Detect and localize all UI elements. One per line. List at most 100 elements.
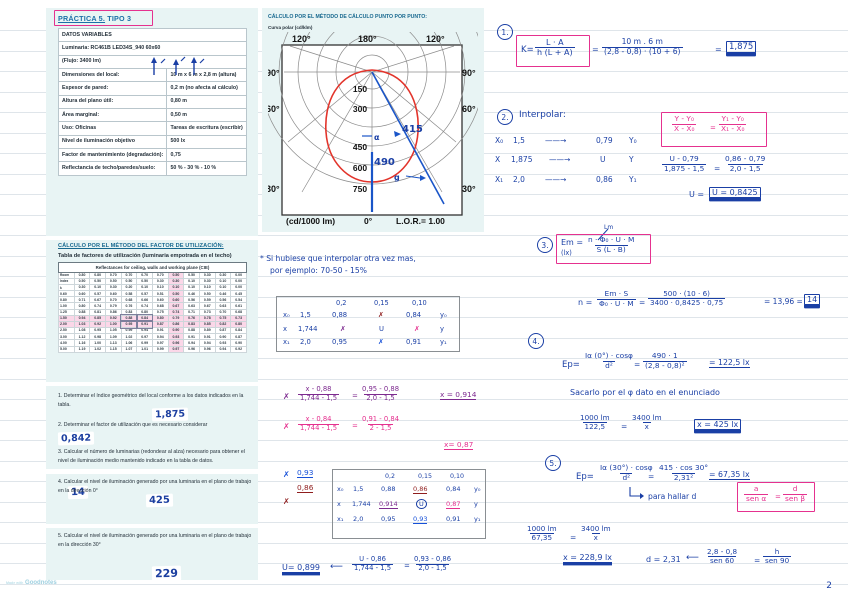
t2-r1-k: 1,744 [352, 500, 371, 508]
step-2-r2-y: 0,86 [596, 175, 613, 184]
step-5-d-equals: = [754, 556, 761, 565]
side-marker-red: ✗ [283, 497, 290, 506]
interp-table-1-box [276, 296, 460, 352]
cie-cell: 0.80 [230, 320, 247, 329]
question-3-num: 3. [58, 449, 63, 455]
t2-r0-c0: 0,88 [381, 485, 396, 493]
table-row: Área marginal: 0,50 m [57, 107, 247, 123]
step-1-number: 1. [497, 24, 513, 40]
step-5-d-rnum: h [774, 547, 780, 556]
step-4-q-den: x [642, 422, 651, 432]
rule-line [0, 276, 848, 277]
step-1-equals2: = [715, 45, 722, 54]
use-label: Uso: Oficinas [57, 121, 168, 136]
practice-label: PRÁCTICA 5. [58, 14, 106, 23]
cie-header-cell: 0.00 [230, 283, 247, 292]
step-3-n-rden: 3400 · 0,8425 · 0,75 [648, 298, 726, 308]
cie-cell: 1.01 [136, 345, 153, 353]
interp-table-2-box [332, 469, 486, 539]
eq1-equals: = [352, 392, 358, 400]
cie-cell: 0.84 [230, 327, 247, 335]
step-4-prop-equals: = [621, 422, 628, 431]
margin-value: 0,50 m [166, 107, 247, 123]
t2-r0-x: x₀ [337, 485, 344, 493]
plane-label: Altura del plano útil: [57, 94, 168, 109]
eq1-num: x - 0,88 [305, 385, 332, 393]
luminaire-row: Luminaria: RC461B LED34S_940 60x60 [58, 41, 247, 56]
question-1-text: Determinar el índice geométrico del loca… [58, 393, 244, 409]
step-1-sub-num: 10 m . 6 m [621, 37, 663, 46]
step-2-r2-x: X₁ [495, 175, 504, 184]
step-5-d-num: 2,8 - 0,8 [707, 547, 738, 556]
page-title: PRÁCTICA 5. TIPO 3 [58, 14, 131, 23]
t1-r2-y: y₁ [440, 338, 447, 346]
final-rnum: 0,93 - 0,86 [414, 555, 452, 563]
t1-r1-y: y [440, 325, 445, 333]
step-1-equals: = [592, 45, 599, 54]
t2-r1-y: y [474, 500, 478, 508]
rule-line [0, 337, 848, 339]
step-4-f-den: d² [603, 360, 615, 370]
t1-r0-k: 1,5 [300, 311, 311, 319]
step-3-tag: Lm [604, 224, 614, 231]
step-3-n-rnum: 500 · (10 · 6) [663, 289, 710, 298]
t1-r2-c2: 0,91 [406, 338, 422, 346]
rule-line [0, 542, 848, 544]
goodnotes-watermark: Made with Goodnotes [6, 580, 57, 586]
step-5-q-num: 3400 lm [581, 524, 611, 533]
side-value-093: 0,93 [297, 468, 314, 478]
t1-col0: 0,2 [336, 299, 347, 307]
t1-r1-k: 1,744 [298, 325, 318, 333]
final-u-result: U= 0,899 [282, 563, 321, 572]
step-5-box-num-r: d [792, 484, 798, 493]
eq2-den: 1,744 - 1,5 [298, 423, 340, 432]
step-2-r0-v: 1,5 [513, 136, 525, 145]
step-4-r-den: (2,8 - 0,8)² [643, 360, 687, 370]
step-2-r2-v: 2,0 [513, 175, 525, 184]
rule-line [0, 481, 848, 482]
polar-note-490: 490 [374, 157, 395, 168]
polar-footer-center: 0° [364, 216, 373, 226]
rule-line [0, 522, 848, 523]
step-5-note: para hallar d [648, 492, 697, 501]
cie-cell: 1.07 [120, 345, 138, 353]
table-row: Room 0.80 0.80 0.70 0.70 0.70 0.70 0.50 0.50 0.30… [58, 271, 247, 279]
t1-r1-x: x [283, 325, 288, 333]
t2-r2-x: x₁ [337, 515, 344, 523]
t2-r1-c0: 0,914 [379, 500, 398, 509]
step-3-fden: S (L · B) [594, 244, 628, 254]
wall-value: 0,2 m (no afecta al cálculo) [166, 81, 247, 96]
step-3-n-equals: = [639, 298, 646, 307]
polar-angle-top-right: 120° [426, 34, 445, 44]
cie-k-value: 5.00 [58, 345, 75, 353]
t2-col2: 0,10 [450, 473, 465, 480]
cie-reflectance-table: Reflectances for ceiling, walls and work… [58, 262, 247, 353]
eq1-result: x = 0,914 [440, 390, 477, 400]
step-3-n-num: Em · S [604, 289, 629, 298]
t1-r2-c0: 0,95 [332, 338, 348, 346]
question-2: 2. Determinar el factor de utilización q… [58, 421, 254, 430]
step-2-eq-num: U - 0,79 [669, 154, 699, 163]
t2-r2-c1: 0,93 [413, 515, 428, 524]
table-row: Espesor de pared: 0,2 m (no afecta al cál… [57, 81, 247, 96]
step-5-x-result: x = 228,9 lx [563, 553, 612, 562]
step-4-number: 4. [528, 333, 544, 349]
table-row: Uso: Oficinas Tareas de escritura (escrib… [57, 121, 247, 136]
data-table-header: DATOS VARIABLES [58, 27, 247, 43]
step-1-result: 1,875 [726, 41, 757, 53]
use-value: Tareas de escritura (escribir) [166, 121, 247, 136]
polar-footer-left: (cd/1000 lm) [286, 216, 335, 226]
eq2-rden: 2 - 1,5 [367, 423, 394, 432]
table-row: Altura del plano útil: 0,80 m [57, 94, 247, 109]
t1-r1-c1: U [379, 325, 384, 333]
polar-angle-top-left: 120° [292, 34, 311, 44]
polar-radial-600: 600 [353, 163, 367, 173]
table-row: Reflectances for ceiling, walls and work… [58, 262, 247, 273]
answer-4: 425 [145, 493, 174, 508]
question-2-text: Determinar el factor de utilización que … [63, 422, 208, 428]
table-row: 3.00 1.12 0.98 1.09 1.02 0.97 0.94 0.93 0.91 0.91… [58, 333, 247, 341]
step-4-p-den: 122,5 [582, 422, 608, 432]
question-2-num: 2. [58, 422, 63, 428]
cie-cell: 0.96 [198, 345, 216, 353]
step-5-p-num: 1000 lm [527, 524, 557, 533]
